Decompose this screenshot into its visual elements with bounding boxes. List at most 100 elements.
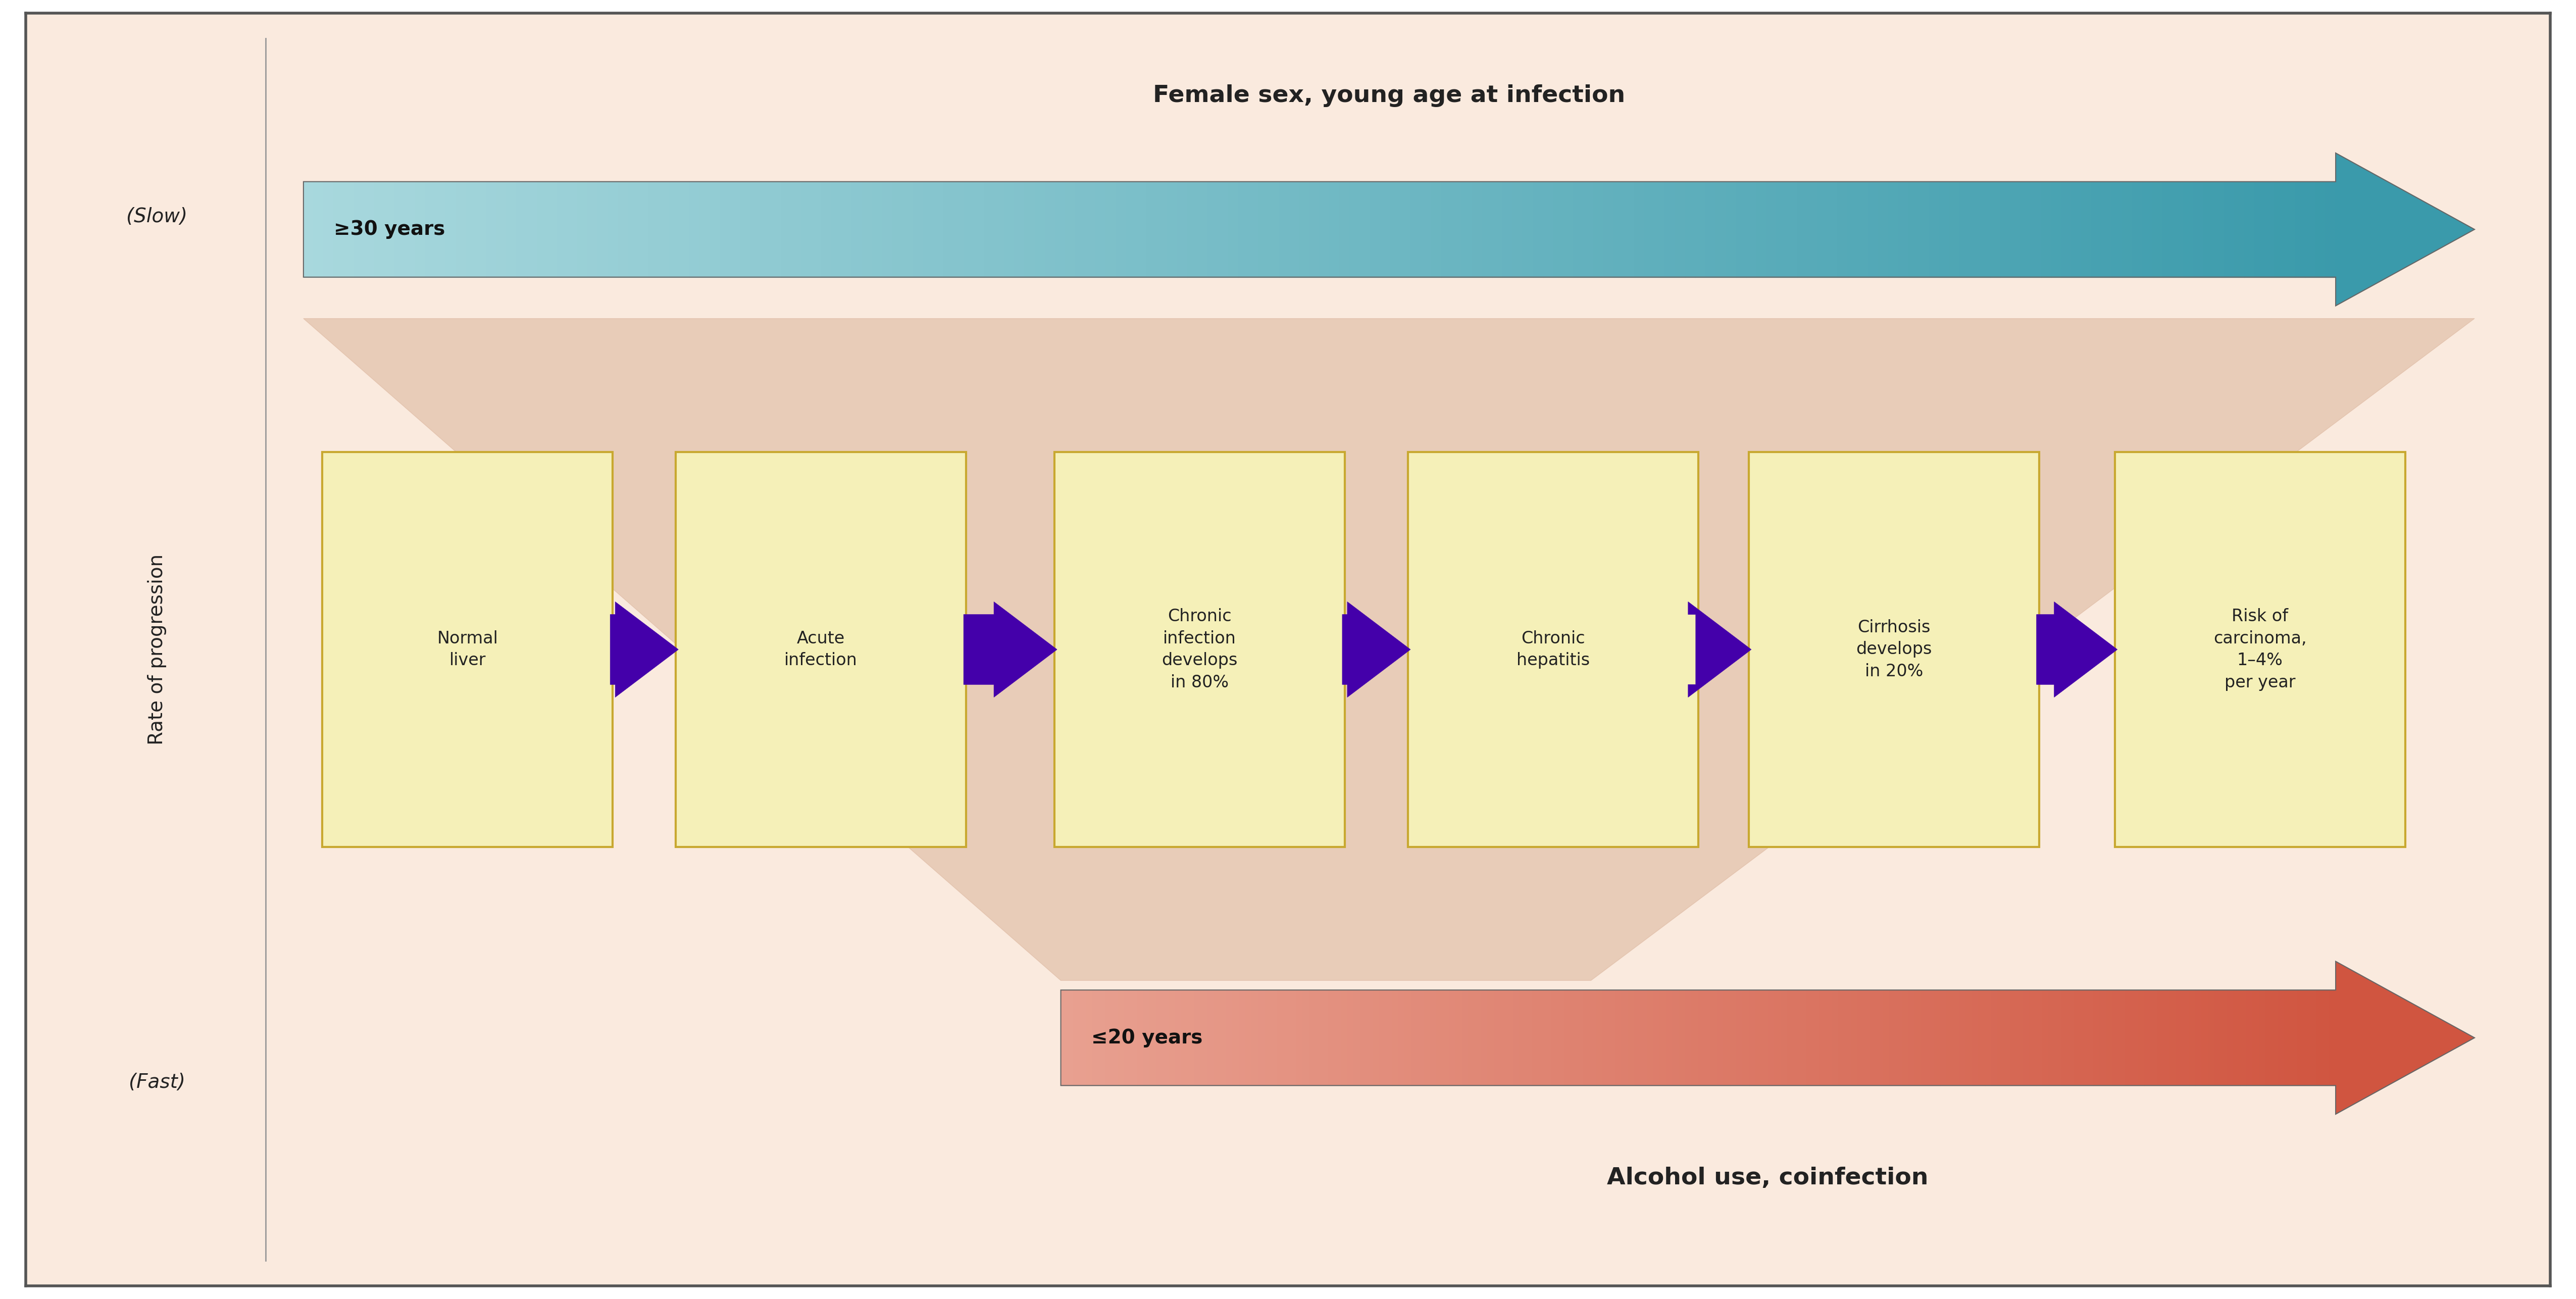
Polygon shape bbox=[1808, 182, 1819, 277]
Polygon shape bbox=[2233, 990, 2241, 1086]
Polygon shape bbox=[639, 182, 649, 277]
Text: Risk of
carcinoma,
1–4%
per year: Risk of carcinoma, 1–4% per year bbox=[2213, 608, 2306, 691]
Polygon shape bbox=[2285, 990, 2290, 1086]
Polygon shape bbox=[1136, 182, 1146, 277]
Polygon shape bbox=[1865, 990, 1870, 1086]
Polygon shape bbox=[1705, 990, 1710, 1086]
Polygon shape bbox=[1095, 182, 1105, 277]
Polygon shape bbox=[1105, 182, 1115, 277]
Polygon shape bbox=[2324, 990, 2329, 1086]
Polygon shape bbox=[760, 182, 770, 277]
Polygon shape bbox=[1005, 182, 1015, 277]
Polygon shape bbox=[2094, 990, 2099, 1086]
Polygon shape bbox=[1113, 990, 1118, 1086]
Polygon shape bbox=[2107, 990, 2112, 1086]
Text: Chronic
hepatitis: Chronic hepatitis bbox=[1517, 630, 1589, 669]
Polygon shape bbox=[2164, 990, 2169, 1086]
Polygon shape bbox=[2169, 990, 2177, 1086]
Polygon shape bbox=[1126, 990, 1131, 1086]
Polygon shape bbox=[1646, 990, 1654, 1086]
Polygon shape bbox=[1157, 182, 1167, 277]
Polygon shape bbox=[721, 182, 729, 277]
Polygon shape bbox=[1780, 990, 1788, 1086]
Text: ≥30 years: ≥30 years bbox=[335, 220, 446, 239]
Polygon shape bbox=[2002, 182, 2009, 277]
Polygon shape bbox=[2264, 990, 2272, 1086]
Polygon shape bbox=[556, 182, 567, 277]
Polygon shape bbox=[1381, 990, 1386, 1086]
Polygon shape bbox=[1602, 990, 1610, 1086]
Polygon shape bbox=[2316, 182, 2326, 277]
Polygon shape bbox=[1391, 990, 1399, 1086]
Polygon shape bbox=[1692, 990, 1698, 1086]
Polygon shape bbox=[1574, 182, 1584, 277]
Polygon shape bbox=[1342, 990, 1347, 1086]
Polygon shape bbox=[1229, 182, 1239, 277]
Polygon shape bbox=[1664, 182, 1674, 277]
Polygon shape bbox=[1564, 990, 1571, 1086]
Polygon shape bbox=[1355, 990, 1360, 1086]
Polygon shape bbox=[2056, 990, 2061, 1086]
Polygon shape bbox=[1826, 182, 1837, 277]
Polygon shape bbox=[1654, 990, 1659, 1086]
Polygon shape bbox=[974, 182, 984, 277]
Polygon shape bbox=[1615, 990, 1623, 1086]
Polygon shape bbox=[2177, 990, 2182, 1086]
Polygon shape bbox=[1685, 990, 1692, 1086]
Polygon shape bbox=[2061, 990, 2069, 1086]
Polygon shape bbox=[567, 182, 577, 277]
Polygon shape bbox=[1319, 182, 1329, 277]
Polygon shape bbox=[781, 182, 791, 277]
Polygon shape bbox=[2254, 990, 2259, 1086]
Polygon shape bbox=[1399, 990, 1404, 1086]
Polygon shape bbox=[1991, 182, 2002, 277]
Polygon shape bbox=[2087, 990, 2094, 1086]
Polygon shape bbox=[1870, 990, 1878, 1086]
Polygon shape bbox=[611, 601, 677, 698]
Polygon shape bbox=[729, 182, 739, 277]
Polygon shape bbox=[1309, 990, 1316, 1086]
Polygon shape bbox=[1636, 990, 1641, 1086]
Polygon shape bbox=[1412, 182, 1422, 277]
Polygon shape bbox=[1334, 990, 1342, 1086]
Polygon shape bbox=[1839, 990, 1844, 1086]
Polygon shape bbox=[1461, 182, 1471, 277]
Polygon shape bbox=[1558, 990, 1564, 1086]
Polygon shape bbox=[1321, 990, 1329, 1086]
Polygon shape bbox=[1605, 182, 1615, 277]
Polygon shape bbox=[1476, 990, 1481, 1086]
Polygon shape bbox=[1252, 990, 1260, 1086]
Polygon shape bbox=[1901, 990, 1909, 1086]
Polygon shape bbox=[1698, 990, 1705, 1086]
Polygon shape bbox=[2102, 182, 2112, 277]
Polygon shape bbox=[1066, 990, 1074, 1086]
Polygon shape bbox=[1046, 182, 1056, 277]
Polygon shape bbox=[1177, 182, 1188, 277]
Polygon shape bbox=[1188, 182, 1198, 277]
Polygon shape bbox=[1182, 990, 1188, 1086]
Polygon shape bbox=[608, 182, 618, 277]
Polygon shape bbox=[2259, 990, 2264, 1086]
Polygon shape bbox=[1546, 990, 1551, 1086]
Polygon shape bbox=[2277, 990, 2285, 1086]
Polygon shape bbox=[2017, 990, 2022, 1086]
Polygon shape bbox=[1762, 990, 1767, 1086]
Polygon shape bbox=[2030, 182, 2040, 277]
Polygon shape bbox=[314, 182, 325, 277]
Polygon shape bbox=[2326, 182, 2336, 277]
Polygon shape bbox=[2112, 990, 2120, 1086]
Polygon shape bbox=[1584, 182, 1595, 277]
Polygon shape bbox=[2154, 182, 2164, 277]
Polygon shape bbox=[1270, 182, 1278, 277]
Polygon shape bbox=[2241, 990, 2246, 1086]
Polygon shape bbox=[1643, 182, 1654, 277]
Polygon shape bbox=[1736, 990, 1744, 1086]
Polygon shape bbox=[1455, 990, 1463, 1086]
Polygon shape bbox=[598, 182, 608, 277]
Text: Normal
liver: Normal liver bbox=[438, 630, 497, 669]
Polygon shape bbox=[1788, 990, 1793, 1086]
Polygon shape bbox=[1175, 990, 1182, 1086]
Polygon shape bbox=[2311, 990, 2316, 1086]
Polygon shape bbox=[1929, 182, 1940, 277]
Polygon shape bbox=[1837, 182, 1847, 277]
